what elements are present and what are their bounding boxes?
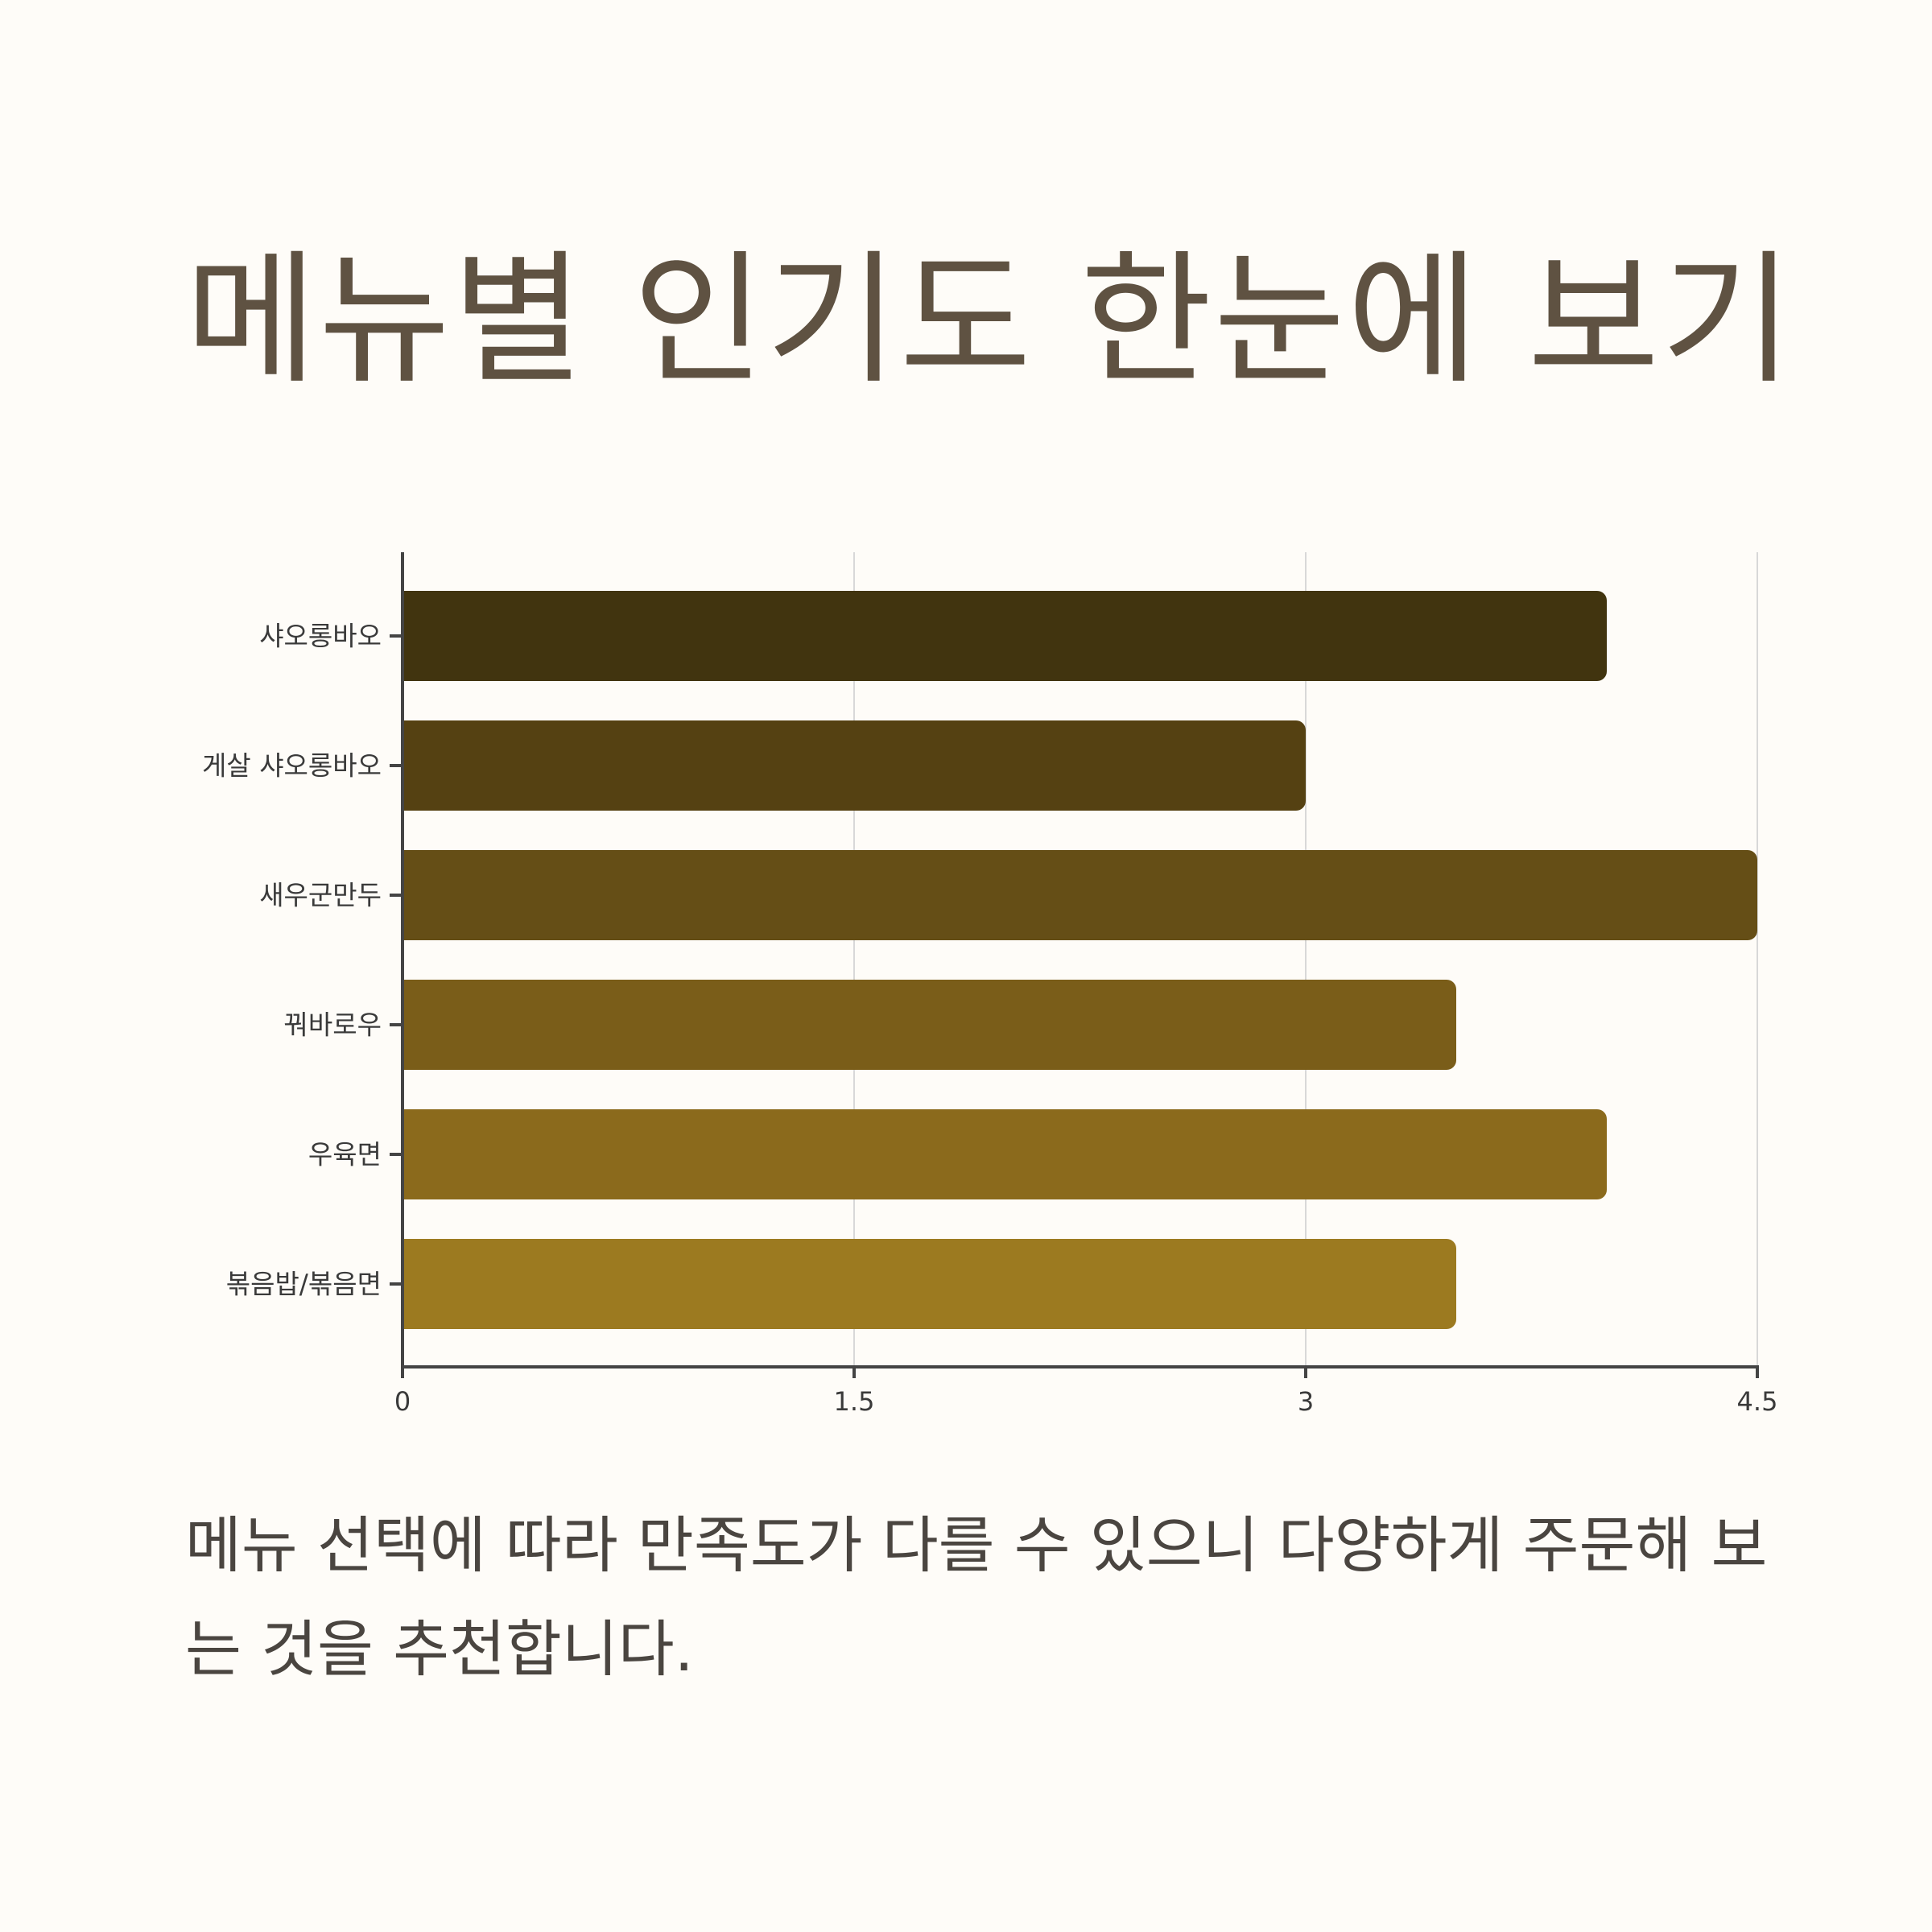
category-label: 우육면 [308,1139,382,1170]
tick-label: 4.5 [1737,1386,1778,1417]
caption-text: 메뉴 선택에 따라 만족도가 다를 수 있으니 다양하게 주문해 보는 것을 추… [185,1509,1768,1685]
bar-left-edge [402,1109,419,1199]
bar [402,591,1607,681]
bar-left-edge [402,720,419,811]
category-label: 꿔바로우 [284,1009,382,1041]
tick-label: 3 [1298,1386,1314,1417]
category-label: 게살 샤오롱바오 [202,750,382,782]
bars [402,591,1757,1329]
bar [402,850,1757,940]
bar-left-edge [402,850,419,940]
bar-left-edge [402,1239,419,1329]
page-title: 메뉴별 인기도 한눈에 보기 [185,237,1795,403]
bar-left-edge [402,980,419,1070]
tick-label: 0 [394,1386,411,1417]
x-axis-labels: 0 1.5 3 4.5 [394,1386,1778,1417]
bar-left-edge [402,591,419,681]
category-label: 샤오롱바오 [259,621,382,652]
grid-lines [853,552,1758,1367]
category-label: 새우군만두 [259,880,382,911]
bar [402,1109,1607,1199]
category-label: 볶음밥/볶음면 [226,1269,382,1300]
bar [402,980,1456,1070]
bar [402,720,1306,811]
bar [402,1239,1456,1329]
axes [390,552,1759,1378]
tick-label: 1.5 [834,1386,875,1417]
